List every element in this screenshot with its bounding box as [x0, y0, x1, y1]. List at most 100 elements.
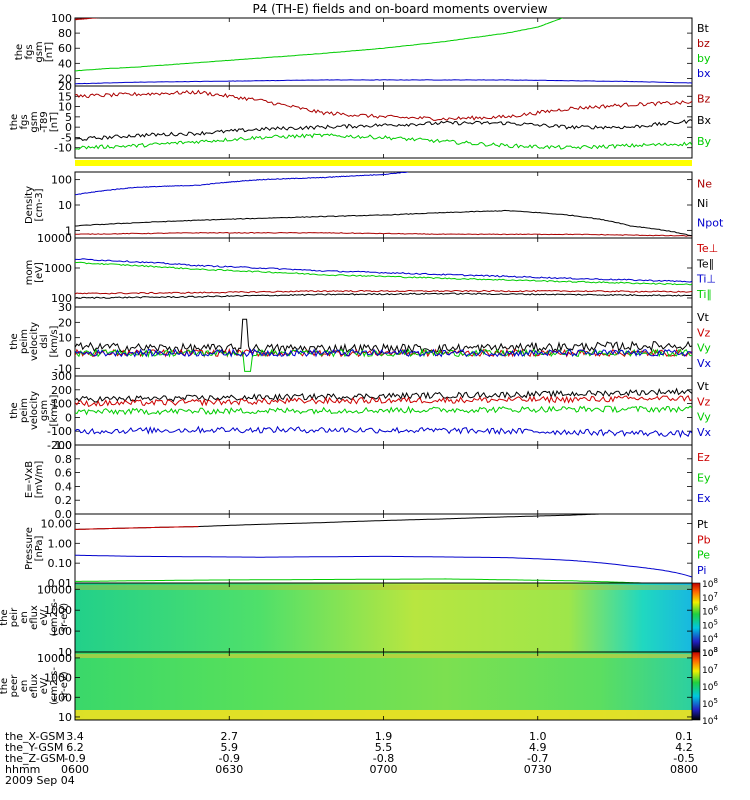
y-tick-label: 10 — [58, 711, 72, 724]
y-axis-label: E=-VxB [mV/m] — [24, 461, 45, 499]
y-axis-label-line: [km/s] — [49, 325, 60, 357]
x-tick-value: -0.9 — [64, 752, 85, 765]
legend-entry: Bz — [697, 93, 711, 106]
panel-frame — [74, 17, 693, 87]
legend-entry: Ex — [697, 492, 711, 505]
x-tick-value: 0700 — [370, 763, 398, 776]
panel-peer_en_eflux: 104 105 106 107 108 10 100 1000 10000 the peer en ef… — [0, 646, 718, 727]
panel-velocity_dsl: -10 0 10 20 30 the peim velocity dsl [km/s] Vt Vz Vy… — [9, 301, 712, 377]
y-tick-label: 100 — [51, 292, 72, 305]
y-axis-label-line: [nPa] — [34, 535, 45, 561]
legend-entry: Ti⊥ — [696, 273, 716, 286]
panel-frame — [74, 513, 693, 584]
legend-entry: Vx — [697, 426, 712, 439]
legend-entry: Vz — [697, 395, 711, 408]
series-line-Ne — [75, 231, 692, 237]
series-line-By — [75, 133, 692, 150]
y-axis-label-line: -T89 — [39, 111, 50, 133]
legend-entry: bz — [697, 37, 710, 50]
y-axis-label-line: en — [19, 611, 30, 624]
legend-entry: By — [697, 135, 712, 148]
x-row-label: the_Y-GSM — [5, 741, 63, 754]
panel-frame — [74, 171, 693, 239]
y-tick-label: -10 — [54, 362, 72, 375]
y-tick-label: 1000 — [44, 672, 72, 685]
x-tick-value: 5.5 — [375, 741, 393, 754]
y-tick-label: -100 — [47, 425, 72, 438]
y-tick-label: -200 — [47, 439, 72, 452]
series-line-Vz — [75, 394, 692, 408]
legend-entry: bx — [697, 67, 711, 80]
y-axis-label-line: [nT] — [44, 42, 55, 62]
y-axis-label: the fgs gsm [nT] — [14, 41, 55, 62]
y-tick-label: 1000 — [44, 262, 72, 275]
y-axis-label-line: (cm2-s- — [49, 598, 60, 636]
y-tick-label: 0 — [65, 411, 72, 424]
y-axis-label-line: the — [9, 114, 20, 130]
y-axis-label-line: gsm — [34, 41, 45, 62]
y-tick-label: 100 — [51, 691, 72, 704]
spectrogram-high-energy-band — [75, 585, 692, 590]
series-line-Ti⊥ — [75, 258, 692, 283]
x-tick-value: 0600 — [61, 763, 89, 776]
legend-entry: Te⊥ — [696, 242, 718, 255]
series-line-Pi — [75, 554, 692, 578]
y-tick-label: 100 — [51, 174, 72, 187]
figure-title: P4 (TH-E) fields and on-board moments ov… — [252, 2, 547, 16]
series-line-Pe — [75, 578, 658, 583]
y-axis-label-line: eflux — [29, 605, 40, 630]
y-tick-label: 1.0 — [55, 439, 73, 452]
series-line-Ni — [75, 209, 692, 237]
y-tick-label: 10000 — [37, 583, 72, 596]
legend-entry: Vy — [697, 411, 711, 424]
series-line-Bz — [75, 89, 692, 121]
series-line-Vx — [75, 348, 692, 358]
y-axis-label: Pressure [nPa] — [24, 527, 45, 570]
x-tick-value: 4.9 — [529, 741, 547, 754]
y-tick-label: 1 — [65, 224, 72, 237]
series-line-bx — [75, 79, 692, 85]
legend-entry: Ti∥ — [696, 288, 712, 301]
legend-entry: Bt — [697, 22, 710, 35]
legend-entry: Vt — [697, 380, 710, 393]
series-line-Vy — [75, 405, 692, 416]
y-tick-label: 20 — [58, 72, 72, 85]
colorbar-tick-label: 106 — [702, 680, 718, 693]
y-axis-label-line: eflux — [29, 674, 40, 699]
y-axis-label-line: [eV] — [34, 262, 45, 283]
series-line-by — [75, 18, 563, 72]
y-axis-label: the peim velocity dsl [km/s] — [9, 322, 60, 361]
legend-entry: Pb — [697, 533, 711, 546]
y-tick-label: -5 — [61, 131, 72, 144]
y-tick-label: 0 — [65, 121, 72, 134]
legend-entry: Te∥ — [696, 257, 714, 270]
y-tick-label: 10.00 — [41, 517, 73, 530]
y-axis-label-line: dsl — [39, 334, 50, 348]
x-tick-value: 5.9 — [221, 741, 239, 754]
y-tick-label: 300 — [51, 370, 72, 383]
panel-frame — [74, 306, 693, 377]
y-tick-label: 10 — [58, 101, 72, 114]
colorbar-tick-label: 108 — [702, 577, 718, 590]
series-line-Te∥ — [75, 292, 692, 299]
y-tick-label: 5 — [65, 111, 72, 124]
y-tick-label: 0.2 — [55, 494, 73, 507]
y-tick-label: 10 — [58, 646, 72, 659]
colorbar-tick-label: 107 — [702, 663, 718, 676]
y-axis-label: Density [cm-3] — [24, 186, 45, 224]
y-axis-label-line: the — [14, 44, 25, 60]
y-tick-label: 15 — [58, 90, 72, 103]
colorbar-tick-label: 104 — [702, 632, 718, 645]
y-axis-label-line: the — [9, 333, 20, 349]
y-tick-label: 10000 — [37, 652, 72, 665]
series-line-Vt — [75, 318, 692, 355]
legend-entry: Ey — [697, 471, 711, 484]
legend-entry: by — [697, 52, 711, 65]
x-tick-value: 6.2 — [66, 741, 84, 754]
panel-frame — [74, 85, 693, 159]
y-axis-label-line: [mV/m] — [34, 461, 45, 499]
